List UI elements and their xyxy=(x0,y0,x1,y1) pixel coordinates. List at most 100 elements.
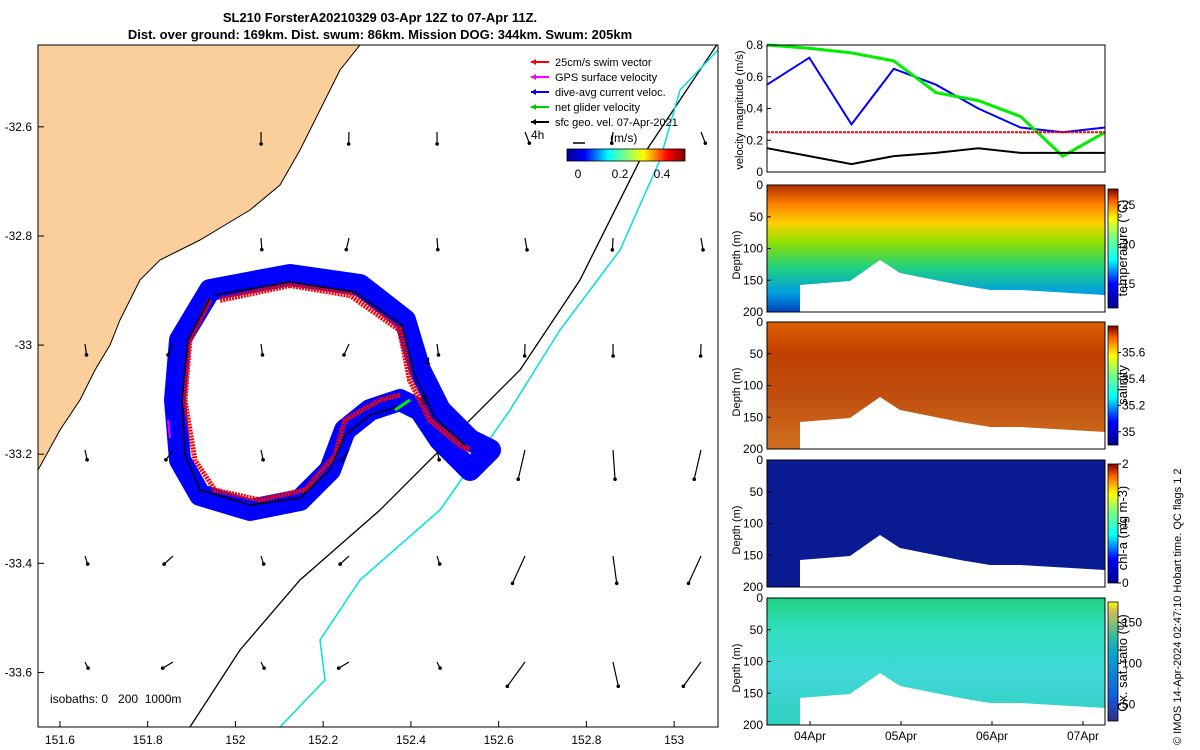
colorbar-tick-label: 100 xyxy=(1122,657,1142,671)
section-data-field xyxy=(767,185,1105,312)
geo-vector-head xyxy=(160,666,165,670)
geo-vector xyxy=(343,343,350,356)
map-x-tick-label: 152.4 xyxy=(396,733,426,747)
geo-vector-head xyxy=(85,562,90,566)
section-y-tick-label: 150 xyxy=(743,273,763,287)
map-y-tick-label: -33.2 xyxy=(5,447,33,461)
colorbar-tick-label: 2 xyxy=(1122,457,1129,471)
geo-vector-head xyxy=(616,684,621,689)
colorbar-tick-label: 35 xyxy=(1122,425,1136,439)
glider-track xyxy=(164,264,501,521)
geo-vector xyxy=(700,237,704,250)
velocity-series-line xyxy=(766,147,1105,166)
geo-vector-head xyxy=(162,562,166,566)
geo-vector xyxy=(524,237,528,250)
temperature-section-panel: 0 50 100 150 200 15 20 25 xyxy=(743,178,1136,319)
legend-label: net glider velocity xyxy=(555,102,640,114)
section-colorbar xyxy=(1107,188,1119,309)
section-data-field xyxy=(767,322,1105,449)
geo-vector-head xyxy=(262,666,266,670)
oxygen-section-panel: 0 50 100 150 200 50 100 150 04Apr 05Apr 06Apr 07Apr xyxy=(743,591,1142,743)
velocity-series-line xyxy=(766,43,1106,158)
geo-vector-head xyxy=(336,666,341,670)
chl-a-section-panel: 0 50 100 150 200 0 1 2 xyxy=(743,453,1129,594)
legend-arrowhead xyxy=(531,59,536,65)
legend-label: sfc geo. vel. 07-Apr-2021 xyxy=(555,117,678,129)
geo-vector xyxy=(517,449,526,480)
colorbar-tick-label: 15 xyxy=(1122,277,1136,291)
geo-vector-head xyxy=(260,247,264,252)
section-colorbar xyxy=(1107,601,1119,722)
geo-vector-head xyxy=(610,248,615,252)
map-y-tick-label: -32.8 xyxy=(5,229,33,243)
colorbar-tick-label: 25 xyxy=(1122,198,1136,212)
geo-vector xyxy=(436,237,439,250)
geo-vector xyxy=(260,343,264,355)
geo-vector-head xyxy=(525,248,529,252)
geo-vector xyxy=(611,237,614,250)
velocity-series-line xyxy=(766,56,1106,134)
geo-vector-head xyxy=(261,457,265,462)
oxygen-ylabel: Depth (m) xyxy=(731,644,743,693)
geo-vector-head xyxy=(342,353,346,357)
salinity-section-panel: 0 50 100 150 200 35 35.2 35.4 35.6 xyxy=(743,315,1146,456)
map-y-tick-label: -33.6 xyxy=(5,665,33,679)
colorbar-tick-label: 0 xyxy=(1122,576,1129,590)
isobath-1000m xyxy=(279,49,718,727)
geo-vector-head xyxy=(260,353,265,357)
colorbar-tick-label: 20 xyxy=(1122,238,1136,252)
section-y-tick-label: 50 xyxy=(750,485,764,499)
geo-vector-head xyxy=(338,562,342,566)
velocity-y-tick-label: 0 xyxy=(756,165,763,179)
qc-footer-text: © IMOS 14-Apr-2024 02:47:10 Hobart time.… xyxy=(1172,468,1184,745)
geo-vector-head xyxy=(686,581,691,586)
geo-vector-head xyxy=(435,142,439,146)
section-y-tick-label: 0 xyxy=(756,453,763,467)
geo-vector xyxy=(345,237,350,250)
section-y-tick-label: 100 xyxy=(743,242,763,256)
legend-arrowhead xyxy=(531,104,536,110)
geo-vector-head xyxy=(166,353,170,357)
salinity-cbar-label: salinity xyxy=(1115,365,1130,405)
geo-vector-head xyxy=(261,562,266,566)
geo-vector-head xyxy=(436,247,440,252)
geo-vector-head xyxy=(346,142,351,146)
geo-vector-head xyxy=(85,457,89,462)
geo-vector xyxy=(612,555,618,584)
geo-vector xyxy=(524,131,530,144)
velocity-ylabel: velocity magnitude (m/s) xyxy=(734,50,746,169)
legend-arrowhead xyxy=(531,74,536,80)
map-x-tick-label: 151.6 xyxy=(45,733,75,747)
geo-vector xyxy=(506,661,526,687)
section-y-tick-label: 150 xyxy=(743,686,763,700)
time-marker-label: 4h xyxy=(531,128,544,142)
geo-vector-head xyxy=(522,354,527,358)
temperature-ylabel: Depth (m) xyxy=(731,231,743,280)
section-x-tick-label: 05Apr xyxy=(885,729,917,743)
geo-vector-head xyxy=(692,477,696,482)
geo-vector xyxy=(165,449,174,461)
geo-vector xyxy=(341,449,350,461)
geo-vector xyxy=(339,555,350,565)
colorbar-tick-label: 35.4 xyxy=(1122,372,1146,386)
section-x-tick-label: 04Apr xyxy=(794,729,826,743)
geo-vector xyxy=(511,555,526,584)
waypoint-label-8: 8 xyxy=(421,393,428,407)
salinity-ylabel: Depth (m) xyxy=(731,368,743,417)
colorbar-label: (m/s) xyxy=(610,131,637,145)
map-y-ticks: -32.6 -32.8 -33 -33.2 -33.4 -33.6 xyxy=(5,120,44,679)
map-x-ticks: 151.6 151.8 152 152.2 152.4 152.6 152.8 153 xyxy=(45,721,684,747)
chla-cbar-label: chl-a (mg m-3) xyxy=(1115,486,1130,571)
geo-vector-head xyxy=(516,477,520,482)
map-x-tick-label: 152 xyxy=(225,733,245,747)
geo-vector xyxy=(687,555,702,584)
geo-vector xyxy=(162,661,174,669)
geo-vector-head xyxy=(698,354,703,358)
geo-vector-head xyxy=(259,142,263,146)
section-y-tick-label: 200 xyxy=(743,442,763,456)
section-y-tick-label: 200 xyxy=(743,305,763,319)
geo-velocity-vectors xyxy=(84,131,708,689)
section-y-tick-label: 0 xyxy=(756,591,763,605)
geo-vector xyxy=(611,131,614,144)
